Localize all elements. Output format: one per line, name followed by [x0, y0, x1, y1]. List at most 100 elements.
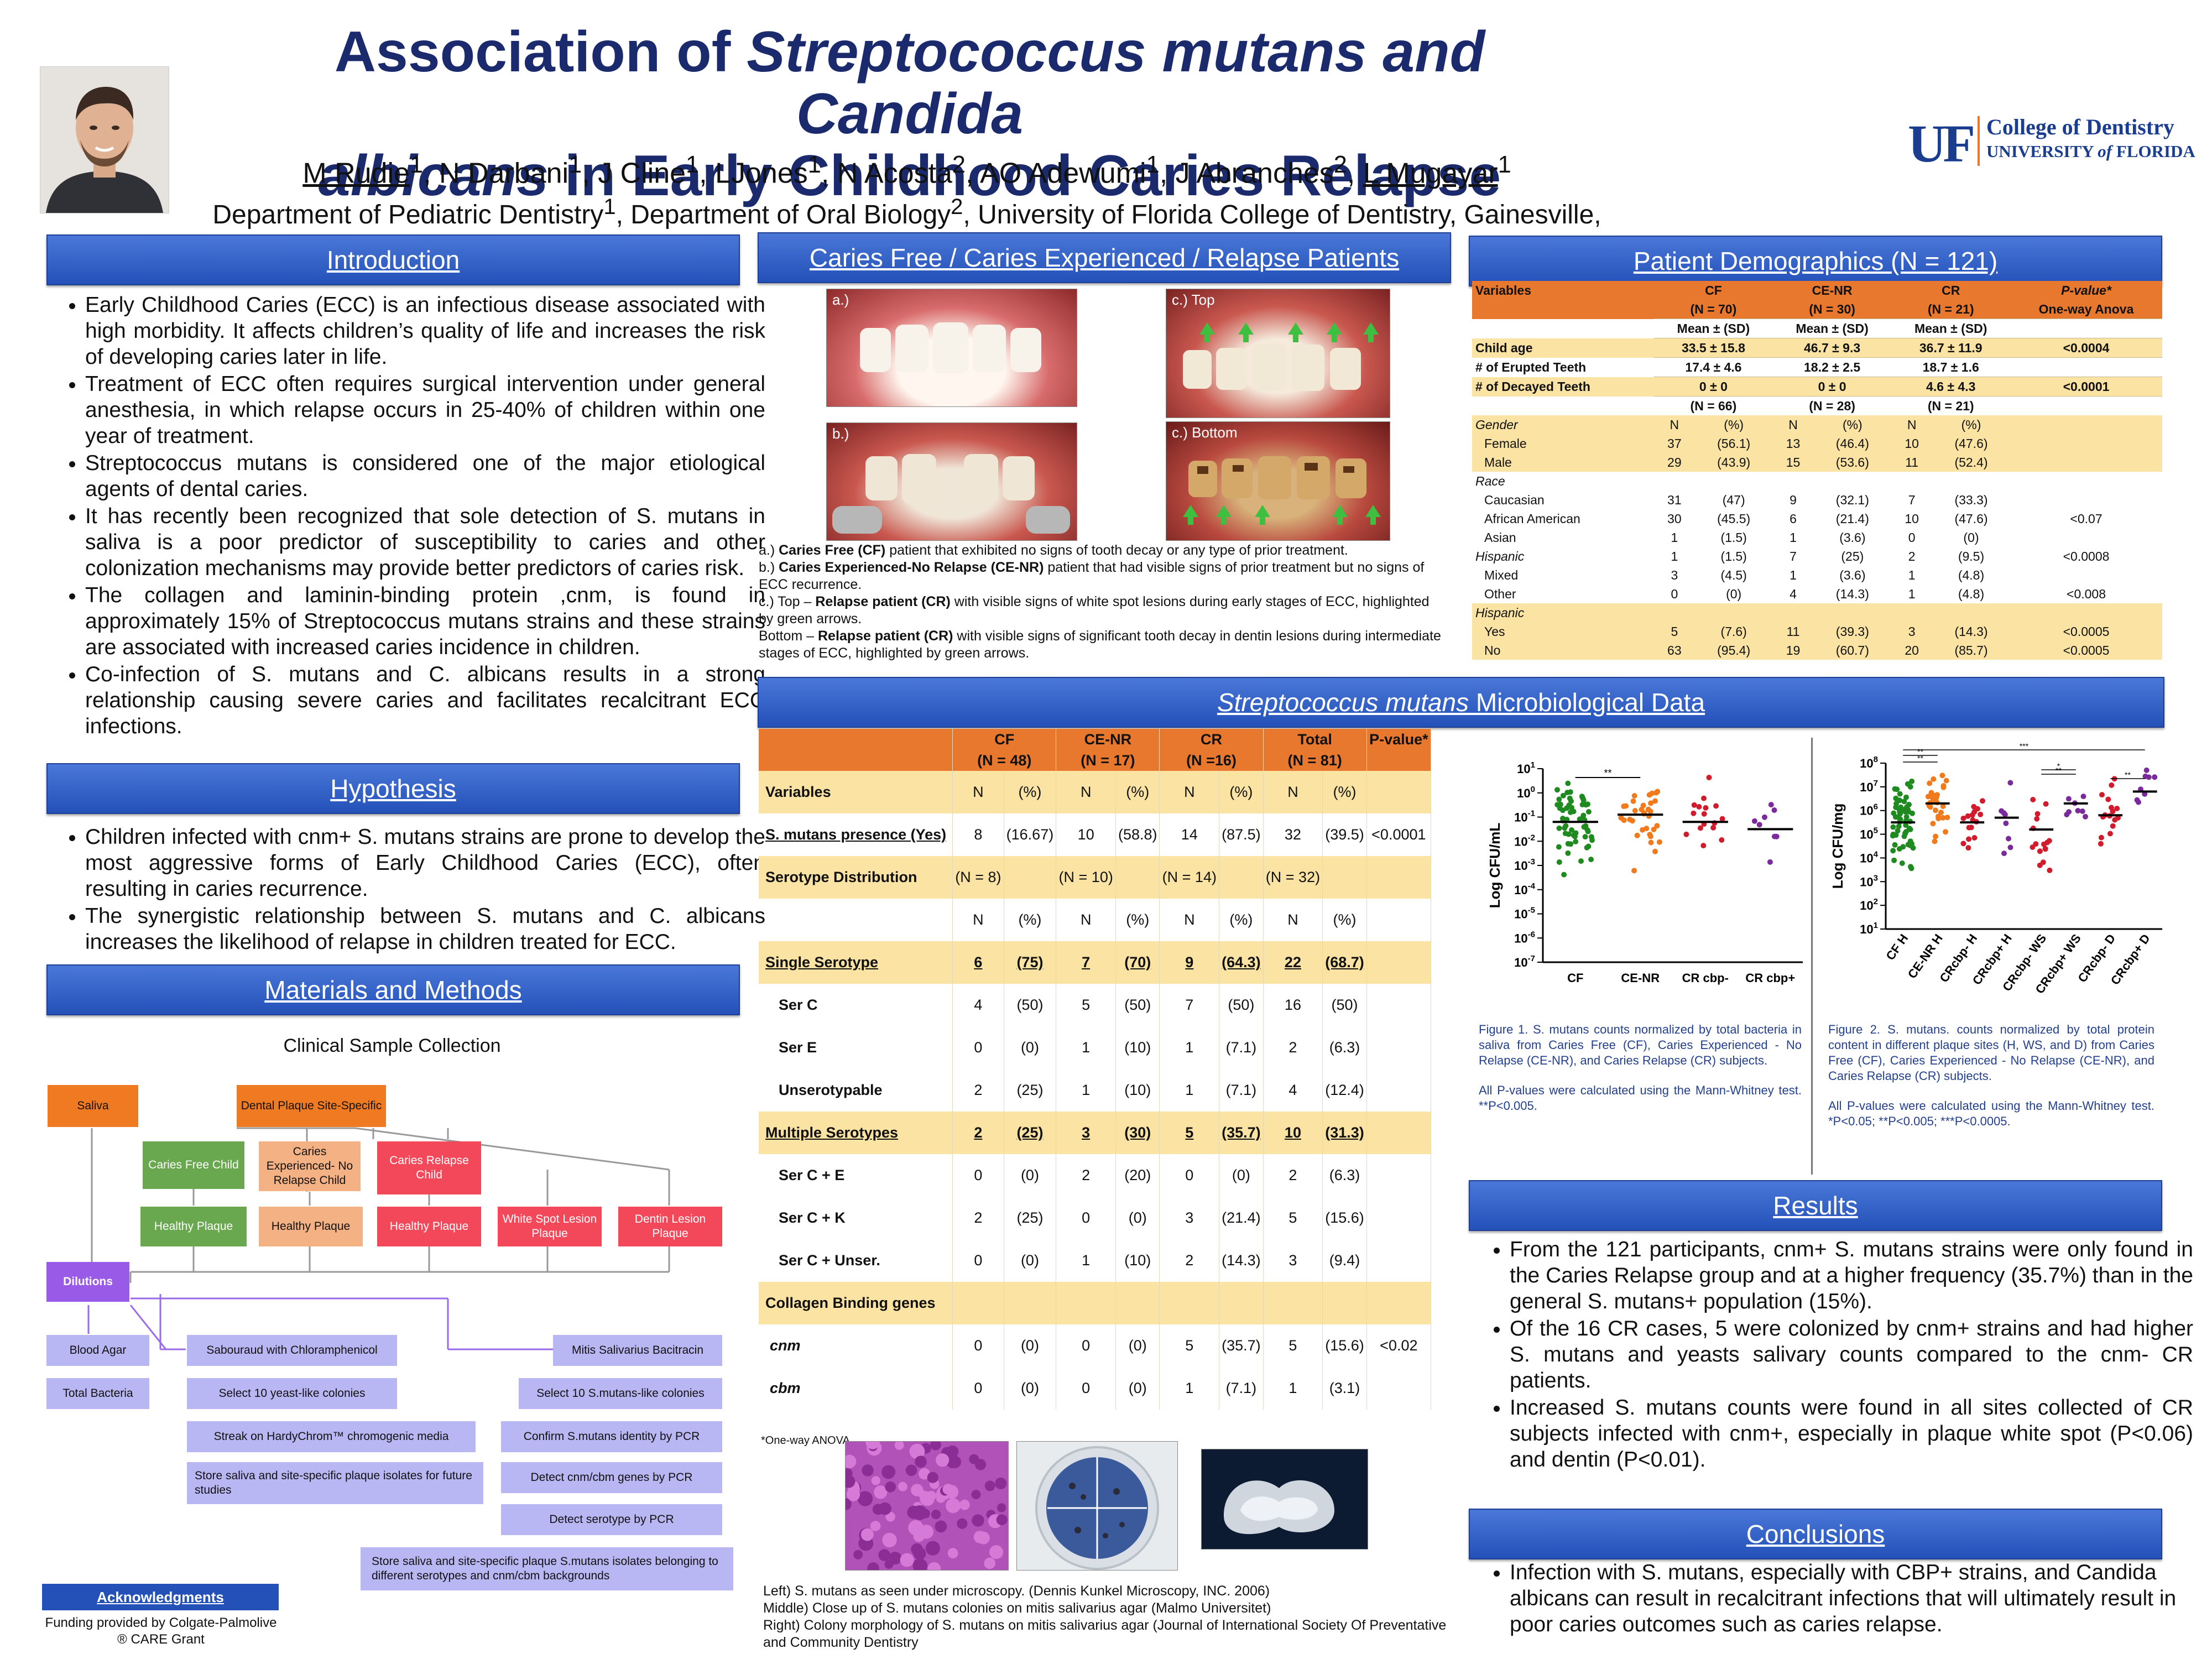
demo-head-cell: [1472, 300, 1655, 319]
bacterium-shape: [846, 1468, 853, 1478]
x-tick-label: CF H: [1883, 932, 1911, 963]
demo-cell: 1: [1790, 567, 1797, 582]
demo-cell: 20: [1891, 641, 1932, 660]
caption-bold: Relapse patient (CR): [818, 628, 953, 644]
micro-cell: [1366, 1367, 1432, 1410]
intro-bullet: Early Childhood Caries (ECC) is an infec…: [85, 292, 765, 370]
data-point: [1906, 801, 1912, 807]
data-point: [1589, 837, 1595, 843]
logo-text: UNIVERSITY: [1986, 142, 2098, 161]
demo-cell: (47.6): [1932, 434, 2011, 453]
bacterium-shape: [989, 1545, 1003, 1559]
micro-cell: 0: [952, 1324, 1004, 1367]
micro-cell: N: [1056, 771, 1117, 813]
micro-row: Collagen Binding genes: [759, 1282, 1432, 1324]
data-point: [1895, 828, 1901, 834]
demo-cell: 31: [1667, 492, 1682, 507]
photo-label-a: a.): [832, 291, 849, 308]
micro-cell: (50): [1004, 984, 1057, 1026]
author-affiliation: 1: [1498, 152, 1511, 178]
bacterium-shape: [885, 1512, 895, 1522]
photo-agar-plate: [1016, 1441, 1178, 1571]
demo-cell: [2010, 566, 2162, 585]
demo-cell: (39.3): [1813, 622, 1892, 641]
micro-cell: 7: [1159, 984, 1220, 1026]
demo-cell: <0.0005: [2010, 641, 2162, 660]
data-point: [2033, 841, 2039, 847]
flow-sabouraud: Sabouraud with Chloramphenicol: [187, 1335, 397, 1366]
demo-cell: (4.8): [1958, 586, 1985, 601]
demo-cell: 0: [1908, 530, 1916, 545]
micro-cell: N: [1263, 899, 1323, 941]
data-point: [1621, 817, 1627, 823]
figure2-caption-text: Figure 2. S. mutans. counts normalized b…: [1828, 1022, 2154, 1083]
micro-row-label: S. mutans presence (Yes): [759, 813, 953, 856]
x-tick-label: CF: [1567, 971, 1583, 985]
caption-line: c.) Top – Relapse patient (CR) with visi…: [759, 593, 1444, 628]
data-point: [1719, 816, 1725, 822]
demo-cell: (43.9): [1694, 453, 1773, 472]
bacterium-shape: [919, 1468, 930, 1480]
hypothesis-heading: Hypothesis: [330, 774, 456, 803]
demo-cell: Mean ± (SD): [1654, 319, 1773, 338]
author-affiliation: 2: [952, 152, 966, 178]
data-point: [1623, 803, 1629, 809]
demo-cell: [1891, 472, 1932, 491]
acknowledgments-heading: Acknowledgments: [97, 1589, 224, 1605]
flow-select-smutans: Select 10 S.mutans-like colonies: [519, 1378, 722, 1409]
data-point: [1647, 833, 1653, 839]
micro-head-cell: (N =16): [1159, 750, 1264, 771]
micro-table: CF CE-NR CR Total P-value* (N = 48) (N = 17) (N…: [759, 729, 1432, 1410]
data-point: [1719, 837, 1725, 843]
micro-cell: (35.7): [1219, 1324, 1264, 1367]
data-point: [1931, 776, 1937, 782]
micro-row-label: Ser C: [759, 984, 953, 1026]
y-tick-exponent: -2: [1528, 833, 1535, 842]
micro-cell: 1: [1159, 1026, 1220, 1069]
author-affiliation: 1: [807, 152, 821, 178]
results-bullet: Of the 16 CR cases, 5 were colonized by …: [1510, 1316, 2193, 1394]
micro-cell: [1366, 984, 1432, 1026]
data-point: [1573, 838, 1579, 844]
micro-cell: [1115, 1282, 1160, 1324]
demo-head-cell: (N = 70): [1654, 300, 1773, 319]
data-point: [1560, 807, 1566, 813]
data-point: [1899, 860, 1905, 866]
flow-streak: Streak on HardyChrom™ chromogenic media: [187, 1421, 476, 1452]
flow-text: Confirm S.mutans identity by PCR: [523, 1430, 700, 1443]
micro-cell: [1366, 1069, 1432, 1112]
micro-row-label: Unserotypable: [759, 1069, 953, 1112]
department-line: Department of Pediatric Dentistry1, Depa…: [210, 195, 1604, 260]
x-tick-label: CE-NR: [1621, 971, 1660, 985]
author-affiliation: 1: [409, 152, 424, 178]
data-point: [2047, 867, 2053, 873]
author-separator: ,: [1347, 157, 1363, 190]
data-point: [1767, 859, 1773, 865]
y-tick-exponent: -7: [1528, 954, 1535, 963]
bacterium-shape: [920, 1491, 935, 1506]
bacterium-shape: [846, 1454, 857, 1468]
demo-cell: 19: [1772, 641, 1814, 660]
photo-label-c-top: c.) Top: [1172, 291, 1215, 308]
micro-row-label: Ser C + K: [759, 1197, 953, 1239]
demo-cell: <0.008: [2067, 586, 2106, 601]
demo-cell: [2010, 603, 2162, 622]
micro-row-label: cbm: [759, 1367, 953, 1410]
data-point: [1936, 813, 1941, 820]
data-point: [1710, 825, 1717, 831]
demo-row: African American 30 (45.5) 6 (21.4) 10 (47.6) <…: [1472, 509, 2162, 528]
flow-text: Select 10 yeast-like colonies: [218, 1387, 366, 1400]
flow-text: Select 10 S.mutans-like colonies: [536, 1387, 705, 1400]
data-point: [1568, 841, 1574, 847]
demo-cell: (3.6): [1839, 567, 1866, 582]
y-tick-label: 105: [1860, 826, 1878, 842]
data-point: [1697, 825, 1703, 831]
conclusions-list: Infection with S. mutans, especially wit…: [1471, 1559, 2193, 1639]
demo-cell: 11: [1772, 622, 1814, 641]
flow-text: Healthy Plaque: [154, 1220, 233, 1233]
y-tick-base: 10: [1514, 811, 1527, 825]
demo-cell: 17.4 ± 4.6: [1654, 357, 1773, 377]
bacterium-shape: [894, 1442, 904, 1450]
demo-cell: Child age: [1472, 338, 1655, 358]
